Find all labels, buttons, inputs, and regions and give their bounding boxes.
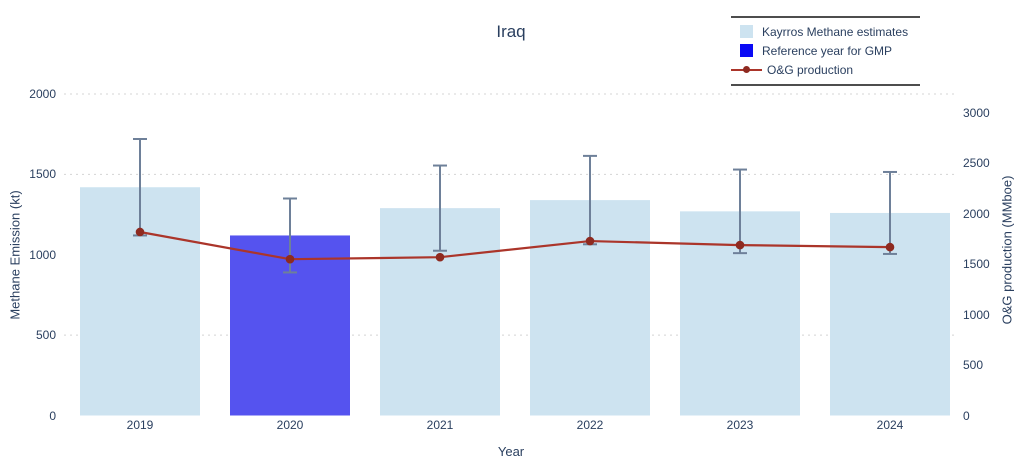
- y-right-tick-500: 500: [963, 358, 984, 373]
- y-right-tick-0: 0: [963, 408, 970, 423]
- og-production-marker-2024[interactable]: [885, 242, 895, 252]
- y-right-tick-3000: 3000: [963, 106, 990, 120]
- og-production-marker-2021[interactable]: [435, 252, 445, 262]
- y-right-tick-1000: 1000: [963, 307, 990, 322]
- y-left-tick-500: 500: [35, 328, 56, 343]
- og-production-line-icon: [731, 63, 762, 76]
- y-right-tick-1500: 1500: [963, 257, 990, 272]
- x-tick-2021: 2021: [426, 418, 454, 432]
- og-production-marker-2023[interactable]: [735, 240, 745, 250]
- y-left-tick-2000: 2000: [29, 87, 56, 101]
- legend-label-og-production: O&G production: [767, 62, 854, 77]
- y-left-tick-0: 0: [49, 408, 56, 423]
- og-production-marker-2020[interactable]: [285, 254, 295, 264]
- og-production-marker-2019[interactable]: [135, 227, 145, 237]
- x-axis-title: Year: [497, 444, 525, 459]
- legend: Kayrros Methane estimates Reference year…: [731, 16, 920, 86]
- x-tick-2022: 2022: [576, 418, 604, 432]
- legend-label-methane-estimates: Kayrros Methane estimates: [762, 24, 909, 39]
- y-axis-title-right: O&G production (MMboe): [999, 175, 1015, 325]
- x-tick-2023: 2023: [726, 418, 754, 432]
- legend-item-og-production[interactable]: O&G production: [731, 60, 920, 79]
- legend-item-reference-year[interactable]: Reference year for GMP: [731, 41, 920, 60]
- methane-estimates-swatch-icon: [740, 25, 753, 38]
- x-tick-2020: 2020: [276, 418, 304, 432]
- y-left-tick-1500: 1500: [29, 167, 56, 182]
- y-axis-title-left: Methane Emission (kt): [7, 190, 23, 320]
- y-right-tick-2000: 2000: [963, 206, 990, 221]
- x-tick-2019: 2019: [126, 418, 154, 432]
- legend-label-reference-year: Reference year for GMP: [762, 43, 893, 58]
- y-right-tick-2500: 2500: [963, 156, 990, 171]
- y-left-tick-1000: 1000: [29, 247, 56, 262]
- og-production-marker-2022[interactable]: [585, 236, 595, 246]
- og-production-line: [139, 230, 891, 261]
- chart-title: Iraq: [496, 22, 526, 41]
- reference-year-swatch-icon: [740, 44, 753, 57]
- legend-item-methane-estimates[interactable]: Kayrros Methane estimates: [731, 22, 920, 41]
- x-tick-2024: 2024: [876, 418, 904, 432]
